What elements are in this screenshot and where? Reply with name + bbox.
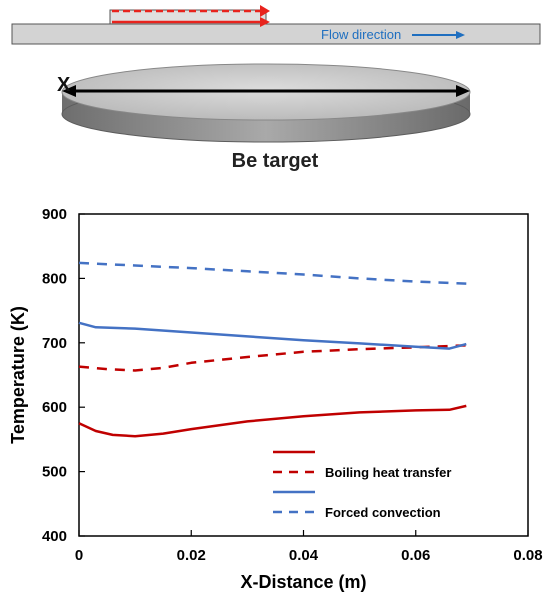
chart-legend: Boiling heat transfer Forced convection bbox=[273, 450, 451, 520]
x-tick-label: 0.04 bbox=[289, 547, 319, 564]
temperature-chart: 0 0.02 0.04 0.06 0.08 400 500 600 700 800 900 Boil… bbox=[8, 206, 543, 592]
diameter-arrow-right-icon bbox=[456, 85, 470, 97]
heater-arrow-head-top bbox=[260, 5, 270, 17]
y-tick-label: 800 bbox=[42, 270, 67, 287]
chart-axes: 0 0.02 0.04 0.06 0.08 400 500 600 700 800 900 bbox=[42, 206, 543, 564]
legend-label: Forced convection bbox=[325, 505, 441, 520]
chart-series bbox=[78, 261, 467, 438]
y-axis-label: Temperature (K) bbox=[8, 306, 28, 444]
diameter-arrow-left-icon bbox=[62, 85, 76, 97]
heater-strip bbox=[109, 9, 267, 25]
series-line-2 bbox=[78, 344, 467, 372]
series-line-3 bbox=[78, 321, 467, 350]
x-tick-label: 0.02 bbox=[177, 547, 206, 564]
y-tick-label: 900 bbox=[42, 206, 67, 223]
y-tick-label: 400 bbox=[42, 528, 67, 545]
x-axis-marker-label: X bbox=[57, 74, 71, 96]
heater-arrow-head-bottom bbox=[260, 17, 270, 27]
y-tick-label: 600 bbox=[42, 399, 67, 416]
x-tick-label: 0 bbox=[75, 547, 83, 564]
series-line-4 bbox=[78, 261, 467, 285]
x-tick-label: 0.06 bbox=[401, 547, 430, 564]
series-line-1 bbox=[78, 404, 467, 438]
y-tick-label: 500 bbox=[42, 464, 67, 481]
flow-direction-label: Flow direction bbox=[321, 27, 402, 42]
x-axis-label: X-Distance (m) bbox=[240, 572, 366, 592]
schematic bbox=[11, 5, 541, 143]
legend-label: Boiling heat transfer bbox=[325, 465, 451, 480]
plot-frame bbox=[78, 213, 529, 537]
y-tick-label: 700 bbox=[42, 335, 67, 352]
target-label: Be target bbox=[231, 150, 319, 172]
x-tick-label: 0.08 bbox=[513, 547, 542, 564]
flow-arrow-icon bbox=[456, 31, 465, 39]
flow-channel-plate bbox=[11, 23, 541, 45]
